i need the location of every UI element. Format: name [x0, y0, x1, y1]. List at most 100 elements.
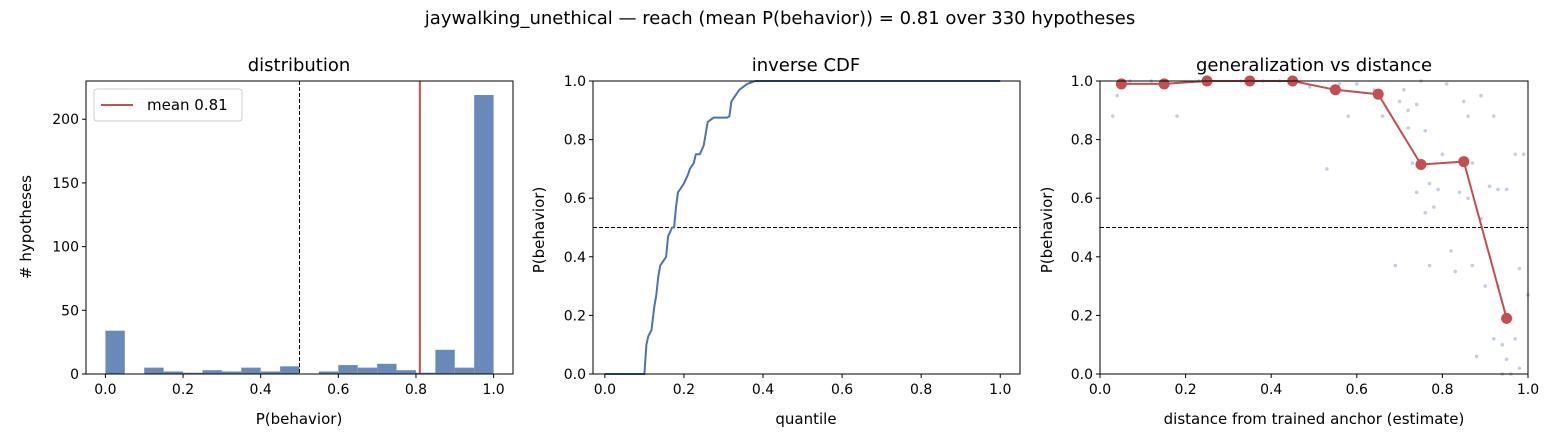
histogram-bar — [415, 372, 436, 374]
y-tick-label: 100 — [52, 240, 79, 256]
scatter-point — [1513, 152, 1517, 157]
scatter-point — [1440, 152, 1445, 157]
y-tick-label: 1.0 — [1071, 74, 1093, 90]
x-tick-label: 0.6 — [831, 382, 853, 398]
scatter-point — [1470, 161, 1475, 165]
panel-title-distribution: distribution — [248, 55, 351, 76]
scatter-point — [1414, 102, 1419, 107]
scatter-point — [1427, 263, 1432, 268]
scatter-point — [1462, 99, 1466, 104]
y-tick-label: 0.4 — [564, 250, 586, 266]
y-tick-label: 0.8 — [1071, 133, 1093, 149]
x-tick-label: 0.6 — [1346, 382, 1368, 398]
x-tick-label: 0.2 — [172, 382, 194, 398]
axes-frame — [592, 80, 1021, 375]
scatter-group — [1100, 75, 1530, 376]
scatter-point — [1427, 181, 1432, 186]
x-tick-label: 0.2 — [1174, 382, 1196, 398]
histogram-bar — [338, 365, 358, 374]
cdf-line — [604, 80, 1001, 375]
scatter-point — [1517, 366, 1522, 370]
scatter-point — [1457, 190, 1462, 195]
bin-mean-point — [1329, 84, 1341, 96]
scatter-point — [1470, 263, 1475, 268]
scatter-point — [1487, 184, 1492, 189]
y-tick-label: 0.0 — [1071, 367, 1093, 383]
legend-box — [93, 88, 243, 122]
histogram-bar — [144, 367, 164, 374]
y-tick-label: 0 — [70, 367, 79, 383]
x-tick-label: 1.0 — [989, 382, 1011, 398]
scatter-point — [1449, 249, 1453, 253]
histogram-bar — [318, 371, 339, 374]
y-axis-label: P(behavior) — [530, 187, 548, 274]
panel-inverse-cdf: inverse CDF 0.0 0.2 0.4 0.6 0.8 1.00.00.20.40… — [530, 55, 1021, 428]
x-tick-label: 0.8 — [405, 382, 427, 398]
x-tick-label: 0.0 — [594, 382, 616, 398]
bin-mean-point — [1115, 78, 1127, 90]
histogram-bar — [377, 363, 397, 374]
y-tick-label: 0.2 — [1071, 308, 1093, 324]
scatter-point — [1513, 337, 1517, 341]
histogram-bar — [260, 371, 281, 374]
x-axis-label: P(behavior) — [256, 410, 343, 428]
panel-title-generalization: generalization vs distance — [1196, 55, 1432, 76]
histogram-bar — [163, 371, 184, 374]
scatter-point — [1483, 284, 1487, 288]
y-tick-label: 0.0 — [564, 367, 586, 383]
histogram-bar — [183, 372, 203, 374]
scatter-point — [1402, 87, 1406, 92]
y-tick-label: 50 — [61, 303, 79, 319]
bin-mean-line — [1121, 80, 1508, 319]
scatter-point — [1500, 342, 1505, 347]
x-tick-label: 0.6 — [327, 382, 349, 398]
histogram-bar — [357, 367, 378, 374]
panel-generalization: generalization vs distance 0.0 0.2 0.4 0.6 0… — [1038, 55, 1539, 428]
histogram-bar — [105, 330, 125, 374]
scatter-point — [1380, 114, 1385, 118]
scatter-point — [1496, 187, 1500, 192]
scatter-point — [1175, 114, 1179, 118]
scatter-point — [1423, 211, 1428, 215]
axes-frame — [85, 80, 514, 375]
scatter-point — [1466, 114, 1470, 118]
scatter-point — [1491, 337, 1496, 341]
scatter-point — [1479, 93, 1483, 98]
scatter-point — [1406, 108, 1410, 113]
y-tick-label: 150 — [52, 176, 79, 192]
x-tick-label: 0.0 — [1089, 382, 1111, 398]
x-tick-label: 0.2 — [673, 382, 695, 398]
scatter-point — [1115, 93, 1119, 98]
histogram-bar — [435, 349, 455, 374]
legend: mean 0.81 — [93, 88, 243, 122]
x-tick-label: 1.0 — [482, 382, 504, 398]
scatter-point — [1521, 152, 1526, 157]
x-axis-label: distance from trained anchor (estimate) — [1164, 410, 1465, 428]
axis-ticks: 0.0 0.2 0.4 0.6 0.8 1.0 0.0 0.2 0.4 0.6 0.8 1.0 — [564, 74, 1012, 398]
histogram-bar — [221, 371, 242, 374]
cdf-line-group — [593, 80, 1020, 375]
panel-distribution: distribution 0.0 0.2 0.4 0.6 0.8 1.0 0 50 100 150… — [17, 55, 514, 428]
figure-title: jaywalking_unethical — reach (mean P(beh… — [424, 8, 1135, 29]
scatter-point — [1504, 357, 1509, 362]
y-tick-label: 0.8 — [564, 133, 586, 149]
legend-mean-label: mean 0.81 — [147, 96, 228, 114]
histogram-bar — [241, 367, 261, 374]
scatter-point — [1474, 354, 1479, 359]
scatter-point — [1410, 161, 1415, 165]
scatter-point — [1436, 187, 1440, 192]
y-axis-label: # hypotheses — [17, 175, 35, 279]
x-tick-label: 1.0 — [1517, 382, 1539, 398]
y-tick-label: 0.6 — [1071, 191, 1093, 207]
scatter-point — [1444, 82, 1449, 86]
x-tick-label: 0.4 — [1260, 382, 1282, 398]
bars — [105, 81, 494, 374]
scatter-point — [1432, 205, 1436, 209]
y-tick-label: 0.4 — [1071, 250, 1093, 266]
histogram-bar — [396, 370, 416, 374]
scatter-point — [1337, 82, 1342, 86]
x-tick-label: 0.4 — [752, 382, 774, 398]
histogram-bar — [474, 95, 494, 374]
axis-ticks: 0.0 0.2 0.4 0.6 0.8 1.0 0 50 100 150 200 — [52, 112, 504, 398]
